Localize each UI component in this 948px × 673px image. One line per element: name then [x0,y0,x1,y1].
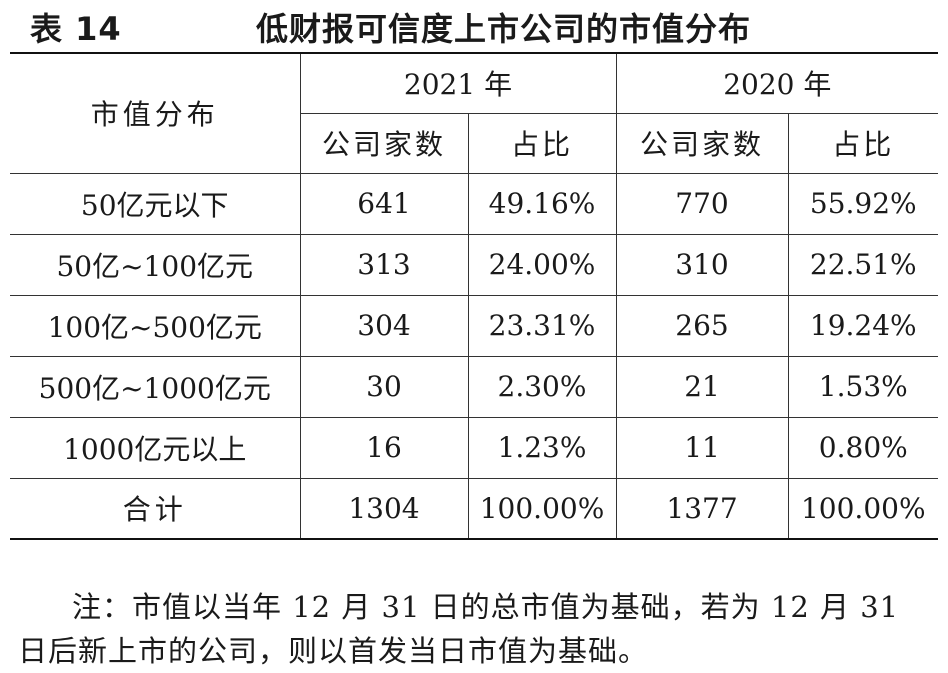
table-row: 500亿~1000亿元 30 2.30% 21 1.53% [10,355,939,418]
cell-share-2021: 1.23% [467,416,617,479]
row-label-total: 合计 [10,477,301,540]
table-caption: 表 14 低财报可信度上市公司的市值分布 [0,0,948,48]
table-row: 50亿元以下 641 49.16% 770 55.92% [10,172,939,235]
row-label: 100亿~500亿元 [10,294,301,357]
cell-count-2021: 1304 [299,477,469,540]
subheader-count-2020: 公司家数 [615,112,789,174]
cell-count-2021: 313 [299,233,469,296]
cell-share-2021: 24.00% [467,233,617,296]
header-row-metrics: 公司家数 占比 公司家数 占比 [10,112,939,174]
header-row-years: 市值分布 2021 年 2020 年 [10,52,939,174]
market-cap-table: 市值分布 2021 年 2020 年 公司家数 占比 公司家数 占比 50亿元以… [10,52,939,540]
cell-share-2020: 19.24% [787,294,939,357]
cell-share-2021: 2.30% [467,355,617,418]
row-header-cell: 市值分布 [10,52,301,174]
row-label: 50亿~100亿元 [10,233,301,296]
cell-share-2021: 23.31% [467,294,617,357]
row-label: 50亿元以下 [10,172,301,235]
row-label: 1000亿元以上 [10,416,301,479]
cell-count-2020: 770 [615,172,789,235]
cell-count-2020: 21 [615,355,789,418]
cell-share-2020: 55.92% [787,172,939,235]
cell-count-2020: 11 [615,416,789,479]
year-header-2021: 2021 年 [299,52,617,114]
cell-count-2020: 310 [615,233,789,296]
cell-count-2021: 641 [299,172,469,235]
table-row: 1000亿元以上 16 1.23% 11 0.80% [10,416,939,479]
table-row: 100亿~500亿元 304 23.31% 265 19.24% [10,294,939,357]
table-number: 表 14 [30,10,122,48]
year-header-2020: 2020 年 [615,52,939,114]
table-row: 50亿~100亿元 313 24.00% 310 22.51% [10,233,939,296]
cell-share-2020: 100.00% [787,477,939,540]
cell-count-2020: 1377 [615,477,789,540]
cell-share-2021: 100.00% [467,477,617,540]
cell-count-2020: 265 [615,294,789,357]
subheader-share-2020: 占比 [787,112,939,174]
cell-share-2020: 22.51% [787,233,939,296]
row-label: 500亿~1000亿元 [10,355,301,418]
table-footnote: 注：市值以当年 12 月 31 日的总市值为基础，若为 12 月 31 日后新上… [18,590,900,668]
cell-share-2021: 49.16% [467,172,617,235]
table-title: 低财报可信度上市公司的市值分布 [256,10,752,48]
table-row-total: 合计 1304 100.00% 1377 100.00% [10,477,939,540]
cell-count-2021: 16 [299,416,469,479]
cell-count-2021: 30 [299,355,469,418]
subheader-count-2021: 公司家数 [300,112,469,174]
cell-share-2020: 1.53% [787,355,939,418]
cell-count-2021: 304 [299,294,469,357]
cell-share-2020: 0.80% [787,416,939,479]
subheader-share-2021: 占比 [467,112,617,174]
